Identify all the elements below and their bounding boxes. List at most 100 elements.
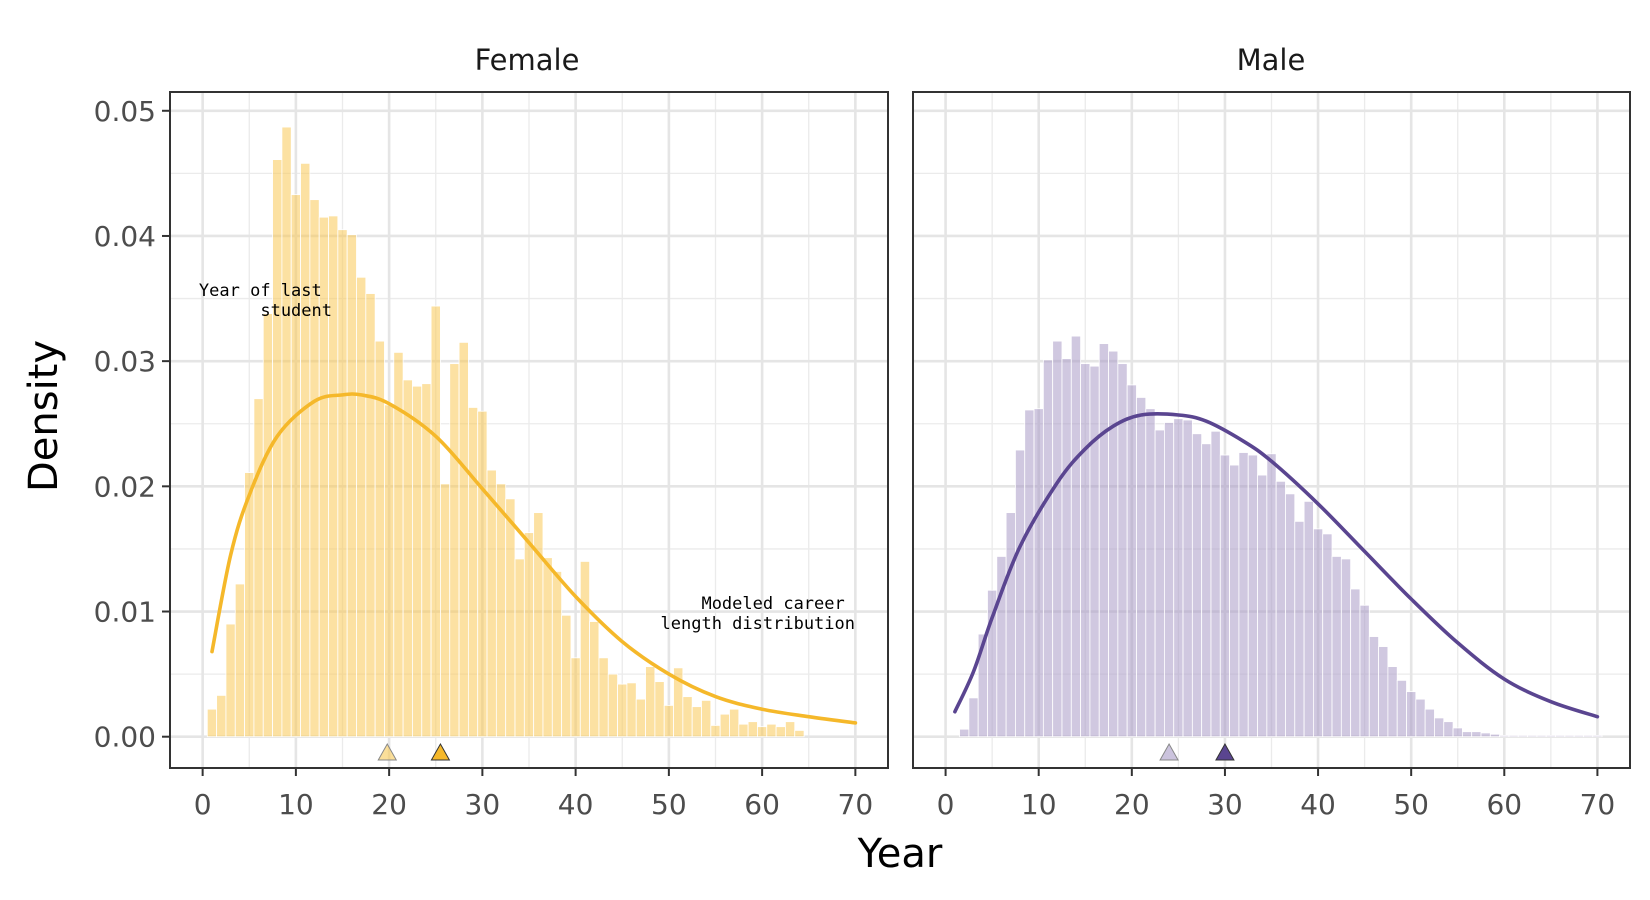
female-histogram-bar [430,305,441,738]
female-histogram-bar [412,385,423,738]
x-tick-label: 10 [278,788,314,821]
male-histogram-bar [1201,443,1212,738]
y-tick-label: 0.05 [94,95,156,128]
x-tick-label: 20 [1114,788,1150,821]
female-model-curve [210,392,858,725]
male-histogram-bar [1303,500,1314,738]
x-tick-label: 0 [194,788,212,821]
male-histogram-bar [1396,679,1407,738]
female-histogram-bar [635,698,646,738]
x-tick-label: 60 [744,788,780,821]
x-tick-label: 20 [371,788,407,821]
male-histogram-bar [1033,408,1044,738]
female-histogram-bar [579,561,591,738]
male-histogram-bar [1331,556,1342,738]
female-histogram-bar [701,700,712,738]
female-histogram-bar [682,696,693,738]
female-histogram-bar [757,726,768,738]
x-tick-label: 0 [937,788,955,821]
male-histogram-bar [1229,464,1240,738]
panel-border [169,91,889,769]
x-axis-title: Year [857,831,943,877]
x-tick-label: 60 [1486,788,1522,821]
female-histogram-bar [589,621,600,738]
female-histogram-bar [514,558,525,738]
female-histogram-bar [495,483,507,738]
male-histogram-bar [1108,350,1119,738]
male-histogram-bar [1275,480,1286,738]
female-histogram-bar [365,293,376,738]
female-histogram-bar [719,713,730,738]
male-histogram-bar [1461,731,1473,738]
annotation-last-student-line-1: Year of last [199,281,322,301]
female-marker-dark [430,742,451,761]
male-histogram-bar [1340,558,1352,738]
male-histogram-bar [1536,735,1547,738]
female-histogram-bar [216,694,227,738]
male-histogram-bar [1368,636,1379,738]
male-histogram-bar [1489,733,1501,738]
male-histogram-bar [1359,604,1370,738]
female-histogram-bar [253,398,264,738]
male-histogram-bar [1294,520,1305,738]
male-histogram-bar [1443,721,1454,738]
female-histogram-bar [440,483,451,738]
female-histogram-bar [747,721,758,738]
x-tick-label: 30 [1207,788,1243,821]
female-histogram-bar [570,657,581,738]
female-histogram-bar [384,404,395,738]
male-marker-light [1159,742,1179,761]
female-histogram-bar [486,469,497,738]
female-histogram-bar [225,623,236,738]
male-histogram-bar [1266,453,1277,738]
annotation-modeled-line-1: Modeled career [701,594,844,614]
female-histogram-bar [505,498,516,738]
female-histogram-bar [626,682,637,738]
y-tick-label: 0.01 [94,596,156,629]
x-tick-label: 70 [1580,788,1616,821]
female-histogram-bar [691,706,702,738]
y-tick-label: 0.00 [94,721,156,754]
male-histogram-bar [1061,358,1072,738]
female-histogram-bar [654,681,665,738]
x-tick-label: 50 [1393,788,1429,821]
male-histogram-bar [1322,533,1333,738]
male-histogram-bar [1164,422,1175,738]
female-histogram-bar [449,363,460,738]
x-tick-label: 40 [1300,788,1336,821]
female-histogram-bar [523,532,535,738]
annotation-modeled-distribution: Modeled career length distribution [661,594,855,634]
female-histogram-bar [738,723,749,738]
female-histogram-bar [477,410,488,738]
female-histogram-bar [766,723,777,738]
male-histogram-bar [1042,359,1054,738]
male-histogram-bar [1471,731,1482,738]
male-histogram-bar [1238,452,1249,738]
y-axis-title: Density [21,340,67,492]
male-histogram-bar [1219,454,1230,738]
male-histogram-bar [1285,493,1296,738]
facet-label-male: Male [1237,43,1306,77]
female-histogram-bar [206,708,218,738]
female-histogram-bar [645,666,656,738]
female-histogram-bar [290,194,301,738]
male-histogram-bar [1573,735,1584,738]
male-histogram-bar [1024,409,1035,738]
female-histogram-bar [785,721,796,738]
female-histogram-bar [729,708,740,738]
male-histogram-bar [1080,363,1091,738]
male-histogram-bar [1424,708,1435,738]
male-histogram-bar [1173,418,1184,738]
female-histogram-bar [794,730,805,738]
male-histogram-bar [1052,340,1063,738]
female-histogram-bar [300,162,311,738]
female-histogram-bar [337,229,348,738]
male-histogram-bar [1499,735,1510,738]
male-histogram-bar [1191,433,1203,738]
female-histogram-bar [598,657,609,738]
male-histogram-bar [1406,691,1417,738]
female-histogram-bar [356,276,367,738]
male-histogram-bar [1415,698,1426,738]
male-histogram-bar [1480,732,1491,738]
